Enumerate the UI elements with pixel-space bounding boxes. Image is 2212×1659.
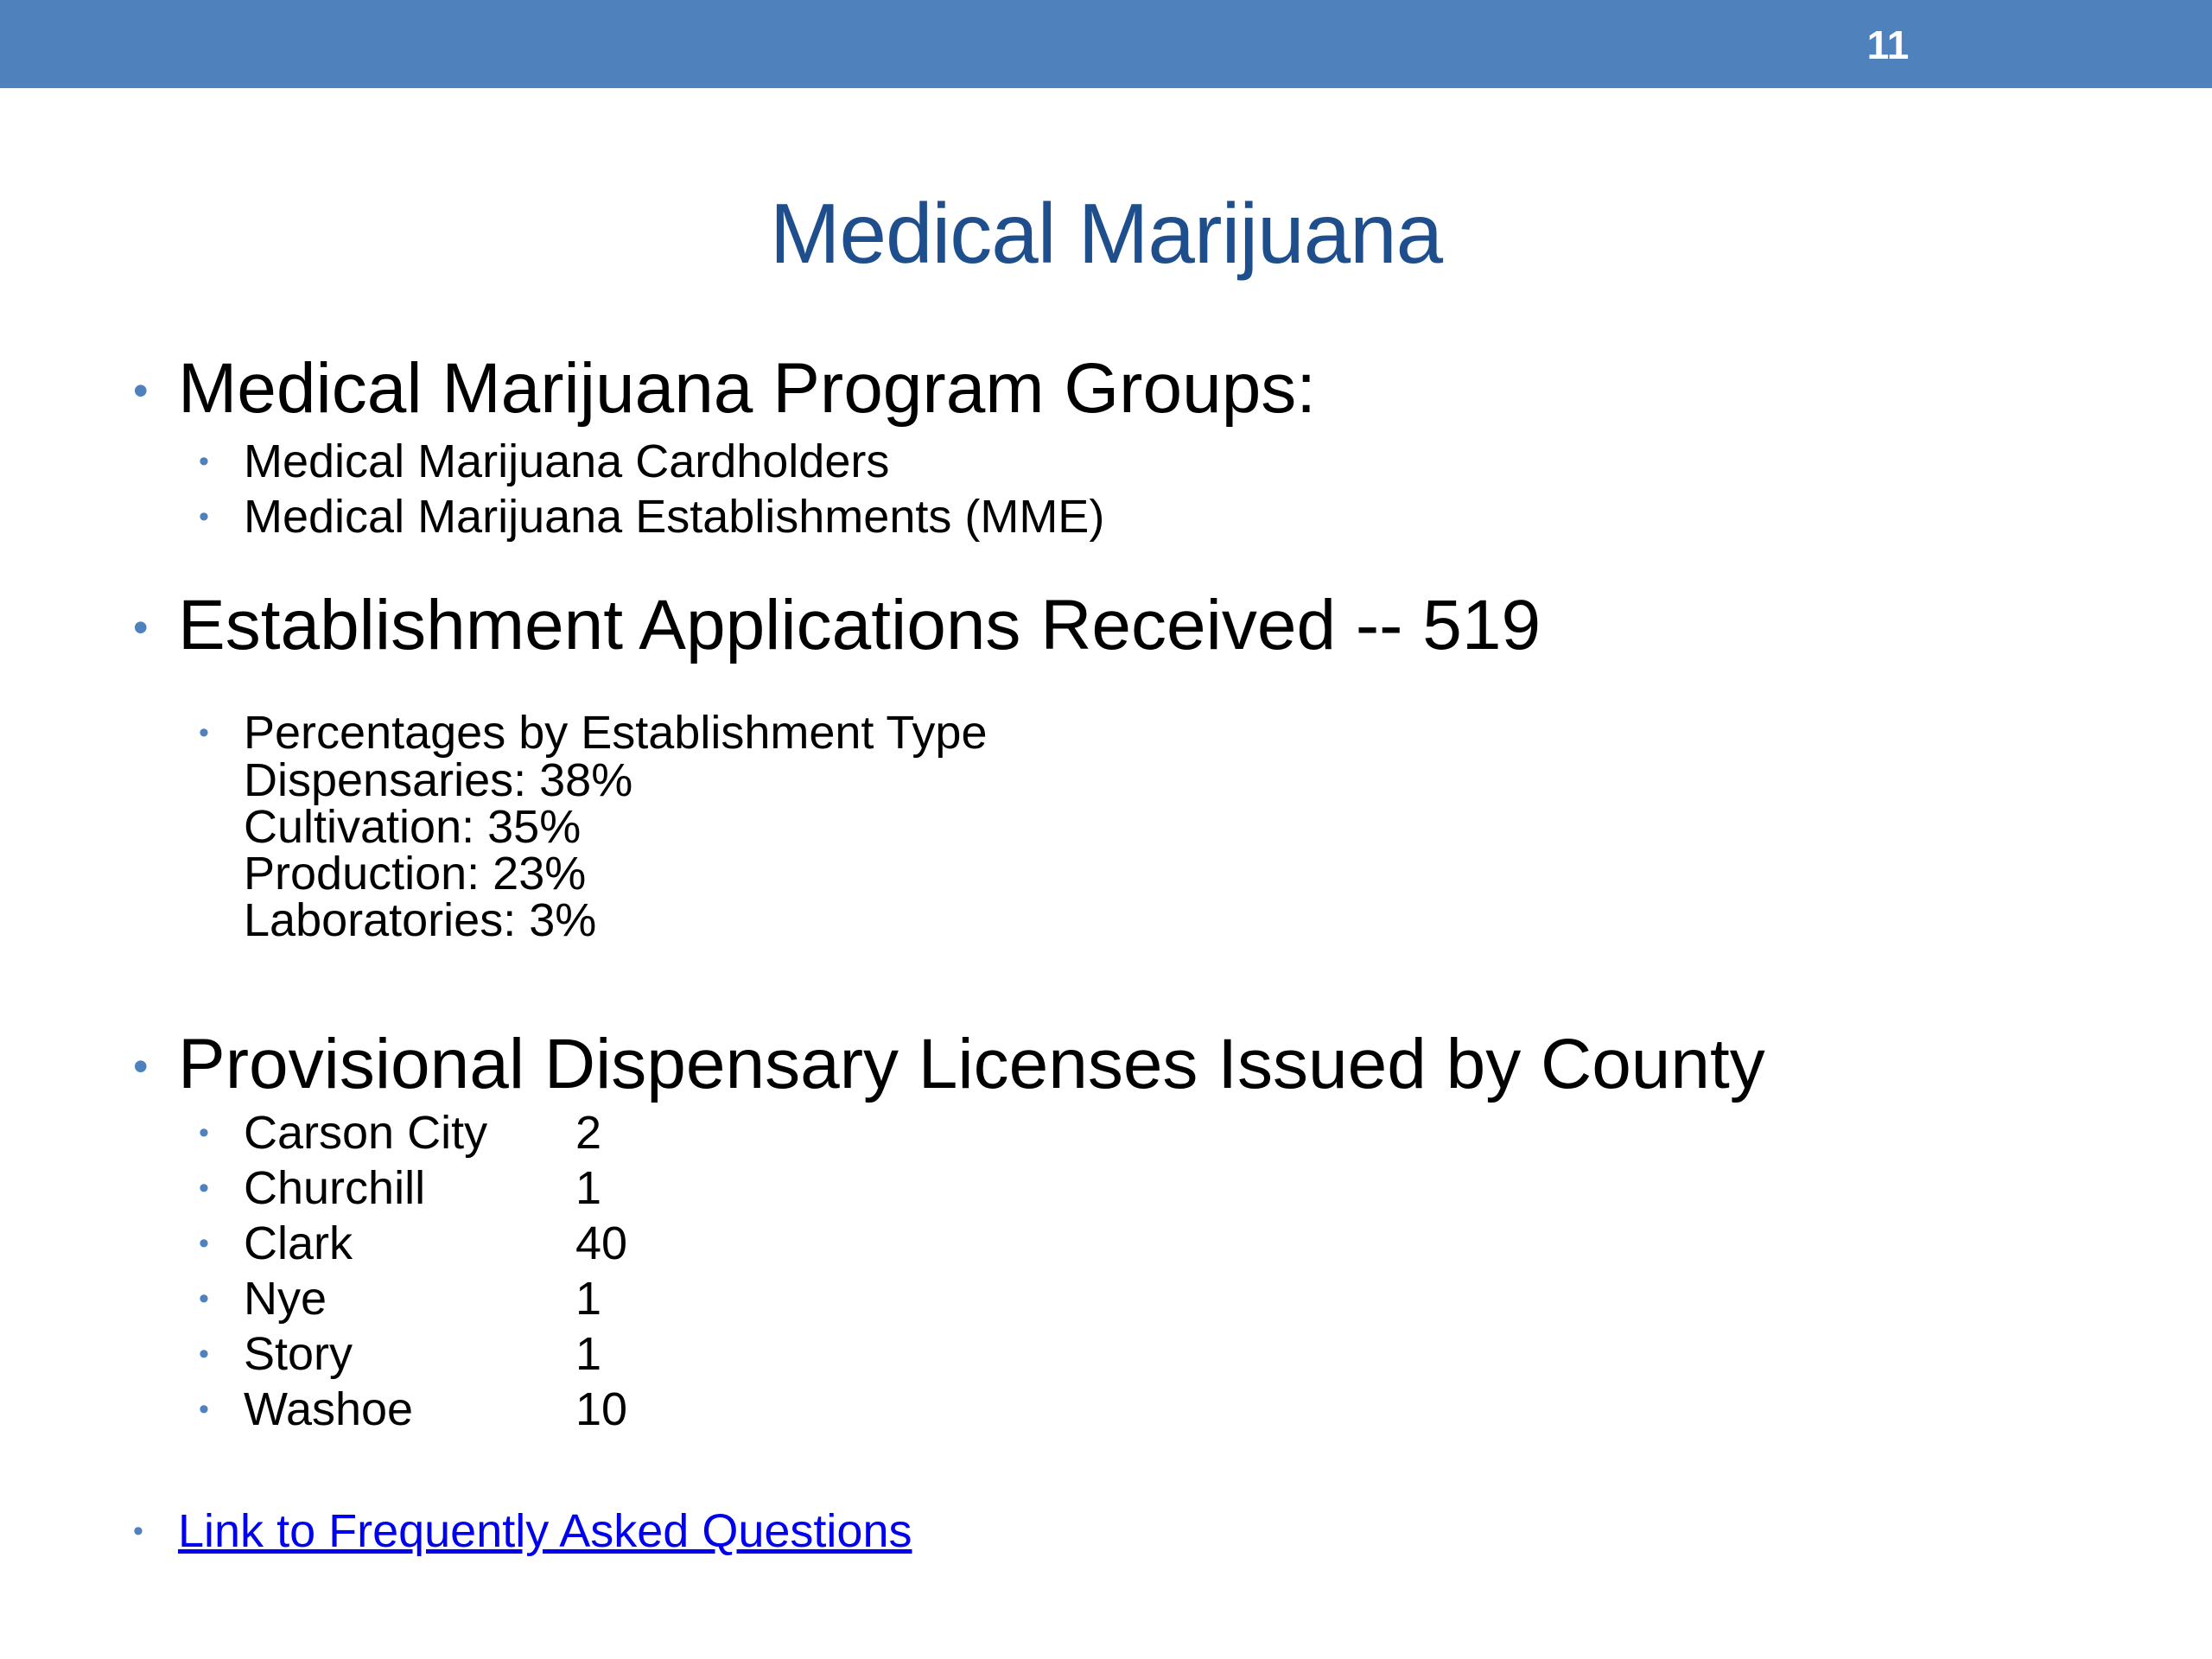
- bullet-icon: •: [199, 1338, 209, 1370]
- license-count: 2: [575, 1107, 602, 1159]
- county-name: Churchill: [244, 1162, 426, 1214]
- percentages-label: • Percentages by Establishment Type: [199, 707, 988, 759]
- license-count: 40: [575, 1217, 628, 1269]
- license-count: 1: [575, 1273, 602, 1325]
- bullet-icon: •: [199, 500, 209, 533]
- bullet-icon: •: [199, 1393, 209, 1426]
- license-count: 1: [575, 1162, 602, 1214]
- program-group-item: • Medical Marijuana Cardholders: [199, 435, 890, 487]
- faq-item: • Link to Frequently Asked Questions: [133, 1503, 912, 1559]
- header-bar: 11: [0, 0, 2212, 88]
- slide-title: Medical Marijuana: [769, 186, 1443, 281]
- county-name: Clark: [244, 1217, 353, 1269]
- license-count: 10: [575, 1383, 628, 1435]
- bullet-icon: •: [199, 1282, 209, 1315]
- percentage-line: Cultivation: 35%: [244, 801, 582, 853]
- bullet-icon: •: [133, 1042, 149, 1090]
- program-groups-heading: • Medical Marijuana Program Groups:: [133, 346, 2036, 432]
- license-count: 1: [575, 1328, 602, 1380]
- faq-link[interactable]: Link to Frequently Asked Questions: [178, 1505, 912, 1557]
- bullet-icon: •: [199, 1227, 209, 1260]
- county-name: Carson City: [244, 1107, 488, 1159]
- licenses-heading: • Provisional Dispensary Licenses Issued…: [133, 1021, 2036, 1108]
- bullet-icon: •: [199, 1172, 209, 1205]
- county-name: Story: [244, 1328, 353, 1380]
- percentage-line: Production: 23%: [244, 848, 587, 899]
- bullet-icon: •: [133, 603, 149, 652]
- county-name: Nye: [244, 1273, 327, 1325]
- bullet-icon: •: [199, 716, 209, 749]
- bullet-icon: •: [133, 366, 149, 415]
- percentage-line: Dispensaries: 38%: [244, 754, 633, 806]
- slide-number: 11: [1866, 22, 1910, 67]
- applications-heading: • Establishment Applications Received --…: [133, 582, 2036, 669]
- county-name: Washoe: [244, 1383, 414, 1435]
- bullet-icon: •: [199, 1116, 209, 1149]
- bullet-icon: •: [133, 1515, 143, 1548]
- percentage-line: Laboratories: 3%: [244, 894, 597, 946]
- bullet-icon: •: [199, 445, 209, 478]
- program-group-item: • Medical Marijuana Establishments (MME): [199, 491, 1105, 543]
